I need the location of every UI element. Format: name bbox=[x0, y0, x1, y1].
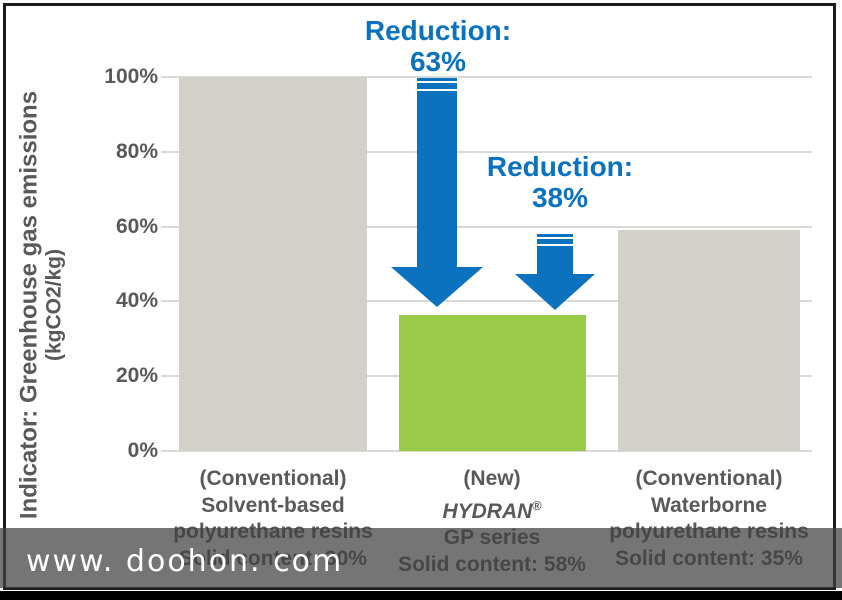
annotation-reduction-38: Reduction: 38% bbox=[440, 151, 680, 213]
y-tick-label: 20% bbox=[115, 364, 158, 388]
y-axis-title-line1: Indicator: Greenhouse gas emissions bbox=[15, 90, 43, 520]
y-tick-label: 80% bbox=[115, 139, 158, 163]
brand-name: HYDRAN bbox=[442, 499, 533, 523]
grid-line bbox=[170, 150, 812, 153]
y-tick-label: 100% bbox=[104, 65, 158, 88]
bar-solvent-based bbox=[179, 77, 367, 451]
category-line: (New) bbox=[463, 467, 521, 490]
arrow-shaft bbox=[417, 91, 457, 267]
watermark-band: www. doohon. com bbox=[0, 528, 842, 588]
arrow-shaft bbox=[537, 246, 573, 274]
chart-border-frame bbox=[3, 3, 836, 590]
category-line: (Conventional) bbox=[635, 467, 783, 490]
annotation-value: 63% bbox=[409, 46, 467, 77]
annotation-label: Reduction: bbox=[486, 151, 634, 182]
grid-line bbox=[170, 225, 812, 228]
arrow-stripe bbox=[537, 239, 573, 244]
y-tick-mark bbox=[161, 76, 170, 78]
reduction-arrow-large bbox=[391, 78, 483, 307]
grid-line bbox=[170, 300, 812, 303]
y-tick-mark bbox=[161, 450, 170, 452]
y-tick-mark bbox=[161, 225, 170, 228]
bottom-black-bar bbox=[0, 591, 842, 600]
y-tick-mark bbox=[161, 150, 170, 153]
category-line: Waterborne bbox=[651, 493, 767, 517]
annotation-label: Reduction: bbox=[364, 15, 512, 46]
arrow-head bbox=[515, 274, 595, 310]
watermark-text: www. doohon. com bbox=[26, 543, 344, 579]
arrow-head bbox=[391, 267, 483, 307]
arrow-stripe bbox=[417, 78, 457, 81]
y-axis-title-line2: (kgCO2/kg) bbox=[42, 249, 66, 362]
grid-line bbox=[170, 76, 812, 78]
y-tick-label: 0% bbox=[127, 439, 158, 462]
y-axis-title: Indicator: Greenhouse gas emissions (kgC… bbox=[16, 43, 67, 567]
arrow-stripe bbox=[537, 234, 573, 237]
bar-waterborne bbox=[618, 230, 800, 451]
y-tick-mark bbox=[161, 375, 170, 378]
y-tick-label: 60% bbox=[115, 214, 158, 238]
reduction-arrow-small bbox=[515, 234, 595, 310]
category-line-brand: HYDRAN® bbox=[362, 493, 622, 526]
category-line: (Conventional) bbox=[199, 467, 347, 490]
bar-hydran-gp bbox=[399, 314, 586, 451]
category-line: Solvent-based bbox=[201, 493, 345, 517]
annotation-value: 38% bbox=[531, 182, 589, 213]
grid-line bbox=[170, 450, 812, 452]
annotation-reduction-63: Reduction: 63% bbox=[318, 15, 558, 77]
y-tick-mark bbox=[161, 300, 170, 303]
y-tick-label: 40% bbox=[115, 289, 158, 313]
arrow-stripe bbox=[417, 83, 457, 89]
registered-mark: ® bbox=[532, 498, 542, 513]
